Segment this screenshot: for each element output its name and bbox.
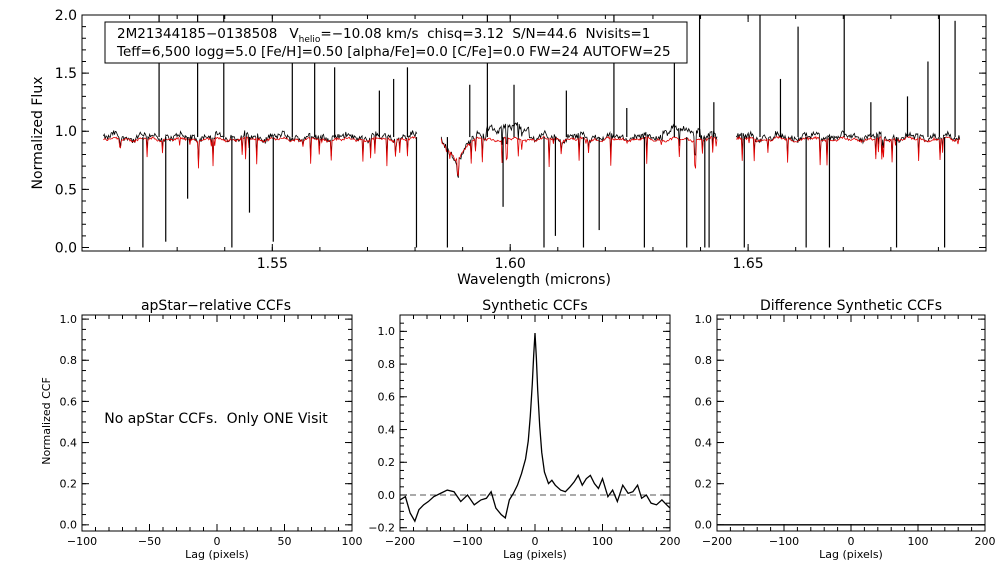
observed-spectrum-line <box>735 130 961 160</box>
synthetic-ccf-line <box>399 332 671 523</box>
synthetic-ccf-title: Synthetic CCFs <box>482 298 587 314</box>
difference-ccf-xtick-label: 200 <box>975 535 996 548</box>
spectrum-ytick-label: 0.5 <box>55 182 77 198</box>
difference-ccf-panel: Difference Synthetic CCFs −200 −100 0 100 20… <box>695 298 996 561</box>
synthetic-ccf-ytick-label: 0.8 <box>378 358 396 371</box>
spectrum-ytick-label: 0.0 <box>55 240 77 256</box>
difference-ccf-title: Difference Synthetic CCFs <box>760 298 942 314</box>
synthetic-ccf-ytick-label: 0.6 <box>378 391 396 404</box>
info-box-frame <box>104 21 688 64</box>
apstar-ccf-ytick-label: 1.0 <box>60 313 78 326</box>
difference-ccf-xtick-label: −200 <box>702 535 732 548</box>
spectrum-frame <box>81 14 987 252</box>
difference-ccf-ytick-label: 0.2 <box>695 478 713 491</box>
model-spectrum-line <box>736 135 960 166</box>
apstar-ccf-ticks: −100 −50 0 50 100 0.0 0.2 0.4 0.6 0.8 1.0 <box>60 313 363 548</box>
apstar-ccf-message: No apStar CCFs. Only ONE Visit <box>104 411 328 427</box>
spectrum-lines <box>103 15 961 248</box>
spectrum-ytick-label: 1.0 <box>55 124 77 140</box>
info-line-2: Teff=6,500 logg=5.0 [Fe/H]=0.50 [alpha/F… <box>116 44 671 60</box>
synthetic-ccf-frame <box>399 314 671 532</box>
spectrum-xlabel: Wavelength (microns) <box>457 272 611 288</box>
spectrum-ylabel: Normalized Flux <box>30 77 46 190</box>
apstar-ccf-panel: apStar−relative CCFs −100 −50 0 50 100 0.0 0.2… <box>40 298 363 561</box>
difference-ccf-xtick-label: 100 <box>908 535 929 548</box>
apstar-ccf-xtick-label: −50 <box>138 535 161 548</box>
info-line-1: 2M21344185−0138508 Vhelio=−10.08 km/s chi… <box>117 26 650 45</box>
difference-ccf-ytick-label: 0.4 <box>695 436 713 449</box>
info-v-label: V <box>289 26 299 42</box>
apstar-ccf-ytick-label: 0.0 <box>60 519 78 532</box>
observed-spectrum-line <box>103 130 418 164</box>
difference-ccf-ytick-label: 0.0 <box>695 519 713 532</box>
difference-ccf-ytick-label: 0.8 <box>695 354 713 367</box>
synthetic-ccf-xtick-label: −100 <box>452 535 482 548</box>
synthetic-ccf-ytick-label: −0.2 <box>368 522 395 535</box>
difference-ccf-frame <box>716 314 986 532</box>
info-star-id: 2M21344185−0138508 <box>117 26 277 42</box>
synthetic-ccf-xtick-label: 100 <box>592 535 613 548</box>
info-v-subscript: helio <box>299 35 321 45</box>
model-spectrum-line <box>440 135 718 176</box>
difference-ccf-ytick-label: 1.0 <box>695 313 713 326</box>
spectrum-xtick-label: 1.55 <box>257 256 288 272</box>
synthetic-ccf-ytick-label: 0.4 <box>378 423 396 436</box>
synthetic-ccf-plot-area <box>399 332 671 523</box>
apstar-ccf-ytick-label: 0.8 <box>60 354 78 367</box>
apstar-ccf-ytick-label: 0.4 <box>60 436 78 449</box>
synthetic-ccf-ytick-label: 0.0 <box>378 489 396 502</box>
apstar-ccf-title: apStar−relative CCFs <box>141 298 291 314</box>
difference-ccf-xtick-label: 0 <box>848 535 855 548</box>
apstar-ccf-xtick-label: −100 <box>67 535 97 548</box>
difference-ccf-ticks: −200 −100 0 100 200 0.0 0.2 0.4 0.6 0.8 1.0 <box>695 313 996 548</box>
apstar-ccf-xtick-label: 0 <box>214 535 221 548</box>
difference-ccf-xtick-label: −100 <box>769 535 799 548</box>
spectrum-ticks: 1.55 1.60 1.65 0.0 0.5 1.0 1.5 2.0 <box>55 8 986 272</box>
info-v-rest: =−10.08 km/s chisq=3.12 S/N=44.6 Nvisits… <box>320 26 650 42</box>
spectrum-plot-area <box>103 15 961 248</box>
spectrum-ytick-label: 1.5 <box>55 66 77 82</box>
apstar-ccf-xtick-label: 50 <box>278 535 292 548</box>
synthetic-ccf-xtick-label: −200 <box>385 535 415 548</box>
apstar-ccf-xtick-label: 100 <box>342 535 363 548</box>
synthetic-ccf-xtick-label: 0 <box>532 535 539 548</box>
synthetic-ccf-panel: Synthetic CCFs −200 −100 0 100 200 −0.2 0.0 0.2… <box>368 298 680 561</box>
spectrum-ytick-label: 2.0 <box>55 8 77 24</box>
apstar-ccf-ytick-label: 0.6 <box>60 395 78 408</box>
synthetic-ccf-ticks: −200 −100 0 100 200 −0.2 0.0 0.2 0.4 0.6 0.8 1.0 <box>368 314 681 548</box>
spectrum-panel: 1.55 1.60 1.65 0.0 0.5 1.0 1.5 2.0 Wavelength (… <box>30 8 987 288</box>
spectrum-xtick-label: 1.60 <box>495 256 526 272</box>
apstar-ccf-xlabel: Lag (pixels) <box>185 548 249 561</box>
synthetic-ccf-ytick-label: 0.2 <box>378 456 396 469</box>
model-spectrum-line <box>103 135 418 169</box>
difference-ccf-xlabel: Lag (pixels) <box>819 548 883 561</box>
synthetic-ccf-xlabel: Lag (pixels) <box>503 548 567 561</box>
difference-ccf-ytick-label: 0.6 <box>695 395 713 408</box>
apstar-ccf-ylabel: Normalized CCF <box>40 377 53 465</box>
spectrum-info-box: 2M21344185−0138508 Vhelio=−10.08 km/s chi… <box>104 21 688 64</box>
synthetic-ccf-xtick-label: 200 <box>660 535 681 548</box>
apstar-ccf-ytick-label: 0.2 <box>60 478 78 491</box>
spectrum-xtick-label: 1.65 <box>733 256 764 272</box>
synthetic-ccf-ytick-label: 1.0 <box>378 325 396 338</box>
